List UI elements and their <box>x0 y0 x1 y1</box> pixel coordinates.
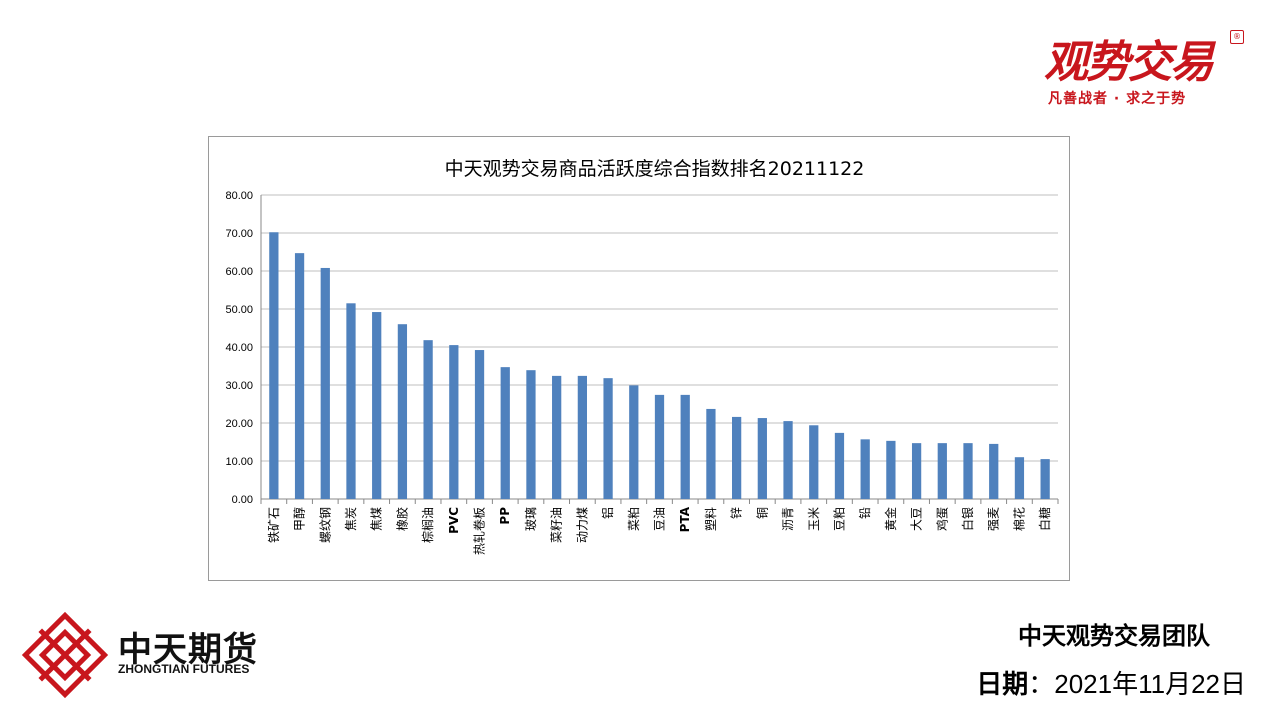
x-tick-label: 螺纹钢 <box>318 507 332 543</box>
x-tick-label: 锌 <box>730 507 744 519</box>
bar-11 <box>526 370 536 499</box>
y-tick-label: 50.00 <box>225 304 253 316</box>
x-tick-label: 豆油 <box>653 507 667 531</box>
company-logo: 中天期货 ZHONGTIAN FUTURES <box>20 610 280 700</box>
bar-1 <box>269 232 279 499</box>
x-tick-label: 玻璃 <box>524 507 538 531</box>
bar-22 <box>809 425 819 499</box>
bar-20 <box>757 418 767 499</box>
x-tick-label: 棉花 <box>1011 507 1026 531</box>
bar-7 <box>423 340 433 499</box>
x-tick-label: 焦炭 <box>344 507 358 531</box>
bar-5 <box>372 312 382 499</box>
bar-6 <box>397 324 408 499</box>
bar-17 <box>680 394 690 499</box>
bar-31 <box>1040 459 1050 499</box>
x-tick-label: 铅 <box>858 507 872 519</box>
y-tick-label: 10.00 <box>225 456 253 468</box>
company-name-cn: 中天期货 <box>118 630 258 670</box>
bar-21 <box>783 421 793 499</box>
bar-15 <box>629 385 639 499</box>
y-tick-label: 70.00 <box>225 228 253 240</box>
x-tick-label: PP <box>498 507 512 525</box>
x-tick-label: 玉米 <box>807 507 821 531</box>
brand-logo-top: 观势交易 ® 凡善战者 · 求之于势 <box>1040 22 1250 112</box>
bar-27 <box>937 443 947 499</box>
x-tick-label: 菜籽油 <box>550 507 564 543</box>
bar-chart: 中天观势交易商品活跃度综合指数排名20211122 0.00 10.00 20.00 3… <box>225 158 1059 555</box>
x-tick-label: 强麦 <box>987 507 1001 531</box>
bar-3 <box>320 267 330 499</box>
x-tick-label: 棕榈油 <box>420 507 435 543</box>
x-tick-label: 铜 <box>754 507 769 519</box>
y-tick-label: 80.00 <box>225 190 253 202</box>
x-tick-label: 塑料 <box>703 507 718 531</box>
y-tick-label: 40.00 <box>225 342 253 354</box>
bar-19 <box>732 416 742 499</box>
date-label: 日期 <box>976 670 1029 700</box>
bar-24 <box>860 439 870 499</box>
company-name-en: ZHONGTIAN FUTURES <box>118 662 250 676</box>
bar-23 <box>834 432 845 499</box>
registered-mark: ® <box>1230 30 1244 44</box>
x-tick-label: 沥青 <box>781 507 795 531</box>
bar-30 <box>1014 457 1025 499</box>
x-tick-label: 橡胶 <box>394 507 409 531</box>
x-tick-label: 大豆 <box>910 507 924 531</box>
bar-18 <box>706 408 716 499</box>
chart-title: 中天观势交易商品活跃度综合指数排名20211122 <box>445 158 865 180</box>
y-tick-label: 20.00 <box>225 418 253 430</box>
x-tick-label: 铁矿石 <box>267 507 281 543</box>
chart-frame: 中天观势交易商品活跃度综合指数排名20211122 0.00 10.00 20.00 3… <box>208 136 1070 581</box>
x-tick-label: PVC <box>447 507 461 534</box>
x-tick-label: 白糖 <box>1037 507 1052 531</box>
date-line: 日期：2021年11月22日 <box>976 664 1246 701</box>
company-logo-mark-icon <box>21 611 109 699</box>
bar-14 <box>603 378 613 499</box>
bar-28 <box>963 443 973 499</box>
x-tick-label: 豆粕 <box>831 507 846 531</box>
bar-4 <box>346 303 356 499</box>
x-tick-label: 白银 <box>960 507 975 531</box>
y-tick-label: 0.00 <box>232 494 253 506</box>
team-name: 中天观势交易团队 <box>1018 622 1210 650</box>
bar-9 <box>474 350 485 499</box>
x-tick-label: 焦煤 <box>370 507 384 531</box>
brand-logo-text: 观势交易 <box>1044 37 1214 88</box>
date-value: 2021年11月22日 <box>1054 669 1246 699</box>
x-tick-label: 黄金 <box>883 507 898 531</box>
bar-2 <box>294 253 305 499</box>
bar-10 <box>500 367 510 499</box>
x-tick-label: 动力煤 <box>575 507 589 543</box>
bar-8 <box>449 345 459 499</box>
x-tick-label: 甲醇 <box>292 507 307 531</box>
bar-16 <box>654 394 665 499</box>
bar-25 <box>886 440 896 499</box>
y-tick-label: 30.00 <box>225 380 253 392</box>
x-tick-label: PTA <box>678 506 692 532</box>
x-tick-label: 热轧卷板 <box>472 507 487 555</box>
bar-29 <box>989 443 999 499</box>
bar-26 <box>911 443 922 499</box>
x-tick-label: 菜粕 <box>626 507 641 531</box>
brand-slogan: 凡善战者 · 求之于势 <box>1048 91 1187 107</box>
x-tick-label: 铝 <box>600 507 615 519</box>
date-separator: ： <box>1028 669 1055 699</box>
x-tick-label: 鸡蛋 <box>934 507 949 531</box>
bar-13 <box>577 375 587 499</box>
bar-12 <box>552 375 562 499</box>
y-tick-label: 60.00 <box>225 266 253 278</box>
